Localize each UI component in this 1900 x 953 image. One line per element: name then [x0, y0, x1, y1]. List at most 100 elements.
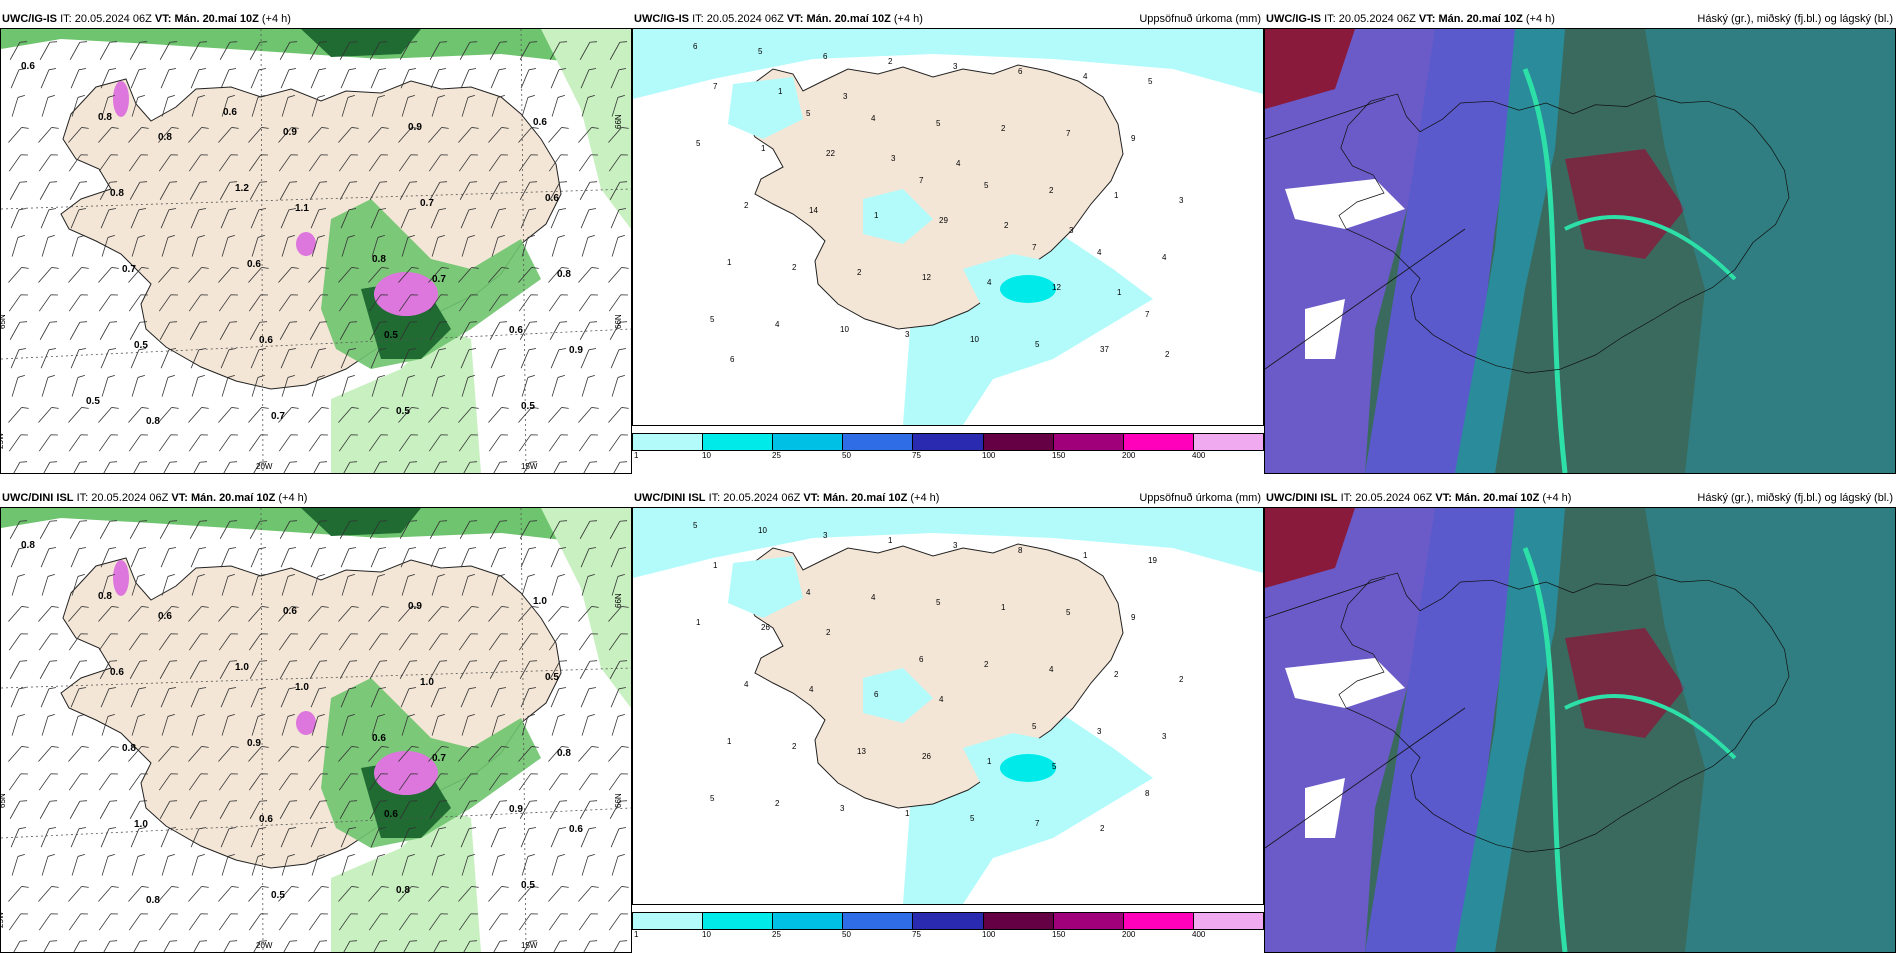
wind-barb [160, 348, 177, 369]
wind-barb [160, 208, 177, 229]
wind-barb [430, 208, 447, 229]
wind-barb [429, 520, 448, 539]
value-label: 6 [874, 690, 879, 699]
value-label: 0.6 [223, 107, 237, 118]
wind-barb [39, 181, 58, 200]
wind-barb [308, 773, 328, 791]
precip-area [728, 77, 803, 139]
wind-barb [428, 633, 448, 651]
wind-barb [248, 127, 269, 143]
wind-barb [370, 547, 387, 568]
wind-barb [308, 746, 329, 762]
wind-barb [129, 660, 148, 679]
wind-barb [160, 687, 177, 708]
wind-barb [608, 746, 629, 762]
wind-barb [428, 267, 449, 283]
wind-barb [608, 773, 628, 791]
wind-barb [520, 348, 537, 369]
wind-barb [339, 461, 358, 473]
precip-area [633, 29, 1263, 99]
wind-barb [131, 713, 145, 736]
wind-barb [371, 374, 385, 397]
heavy-precip [296, 711, 316, 735]
clear-area [1305, 299, 1345, 359]
wind-barb [458, 606, 479, 622]
wind-barb [338, 606, 359, 622]
header-vt: Mán. 20.maí 10Z [806, 13, 891, 25]
wind-barb [308, 267, 329, 283]
wind-barb [248, 633, 268, 651]
panel-header: UWC/IG-IS IT: 20.05.2024 06Z VT: Mán. 20… [0, 10, 632, 28]
wind-barb [428, 434, 448, 452]
axis-label: 66N [614, 314, 623, 329]
value-label: 4 [1049, 665, 1054, 674]
header-field-title: Háský (gr.), miðský (fj.bl.) og lágský (… [1697, 13, 1893, 25]
value-label: 0.8 [146, 895, 160, 906]
wind-barb [548, 127, 569, 143]
wind-map[interactable]: 20W 15W 65N 66N 66N 25W 0.6 0.8 1.1 0.7 0.9 0.8 0.9 0… [0, 28, 632, 474]
value-label: 0.6 [21, 61, 35, 72]
legend-tick: 50 [842, 930, 851, 939]
wind-barb [429, 800, 448, 819]
precip-area [1000, 275, 1056, 303]
wind-barb [98, 267, 119, 283]
wind-barb [490, 827, 507, 848]
graticule-line [260, 29, 264, 473]
wind-barb [11, 853, 25, 876]
header-it-label: IT: [60, 13, 72, 25]
wind-map[interactable]: 20W 15W 65N 66N 66N 25W 0.8 0.6 1.0 0.7 0.6 0.8 0.6 1… [0, 507, 632, 953]
wind-barb [219, 41, 238, 60]
wind-barb [578, 886, 599, 902]
value-label: 1 [987, 757, 992, 766]
wind-barb [400, 547, 417, 568]
wind-barb [218, 267, 239, 283]
wind-barb [430, 348, 447, 369]
wind-barb [428, 913, 448, 931]
wind-barb [340, 348, 357, 369]
value-label: 5 [696, 139, 701, 148]
wind-barb [370, 827, 387, 848]
wind-barb [220, 547, 237, 568]
value-label: 4 [1097, 248, 1102, 257]
value-label: 3 [1162, 732, 1167, 741]
wind-barb [70, 547, 87, 568]
precip-map[interactable]: 6 5 7 7 7 5 4 5 4 5 6 5 2 4 4 2 2 1 1 10 3 7 3 2 3 6 9 2 2 10 4 5 14 12 5 5… [632, 28, 1264, 426]
wind-barb [221, 374, 235, 397]
wind-barb [189, 461, 208, 473]
legend-ticks: 1 10 25 50 75 100 150 200 400 [632, 930, 1264, 942]
wind-barb [519, 800, 538, 819]
wind-barb [548, 913, 568, 931]
wind-barb [459, 321, 478, 340]
wind-barb [548, 294, 568, 312]
wind-barb [458, 127, 479, 143]
wind-barb [38, 127, 59, 143]
header-lead: (+4 h) [893, 13, 923, 25]
value-label: 2 [792, 263, 797, 272]
wind-barb [128, 633, 148, 651]
precip-map[interactable]: 5 4 6 5 8 10 4 2 3 5 3 5 4 3 2 1 1 2 1 3 3 5 2 2 1 8 9 4 13 5 1 1 4 26 7 19… [632, 507, 1264, 905]
value-label: 26 [761, 623, 770, 632]
cloud-map[interactable] [1264, 28, 1896, 474]
header-lead: (+4 h) [910, 492, 940, 504]
wind-barb [41, 234, 55, 257]
value-label: 0.6 [283, 606, 297, 617]
wind-barb [280, 547, 297, 568]
value-label: 0.6 [545, 193, 559, 204]
wind-barb [519, 461, 538, 473]
graticule-line [1, 188, 631, 210]
wind-barb [609, 461, 628, 473]
wind-barb [550, 827, 567, 848]
wind-barb [369, 461, 388, 473]
cloud-map[interactable] [1264, 507, 1896, 953]
value-label: 0.8 [98, 591, 112, 602]
wind-barb [189, 520, 208, 539]
wind-barb [278, 434, 298, 452]
wind-barb [340, 547, 357, 568]
precip-area [541, 29, 631, 229]
wind-barb [278, 294, 298, 312]
wind-barb [551, 853, 565, 876]
value-label: 0.8 [146, 416, 160, 427]
value-label: 0.8 [557, 748, 571, 759]
wind-barb [100, 208, 117, 229]
wind-barb [158, 294, 178, 312]
